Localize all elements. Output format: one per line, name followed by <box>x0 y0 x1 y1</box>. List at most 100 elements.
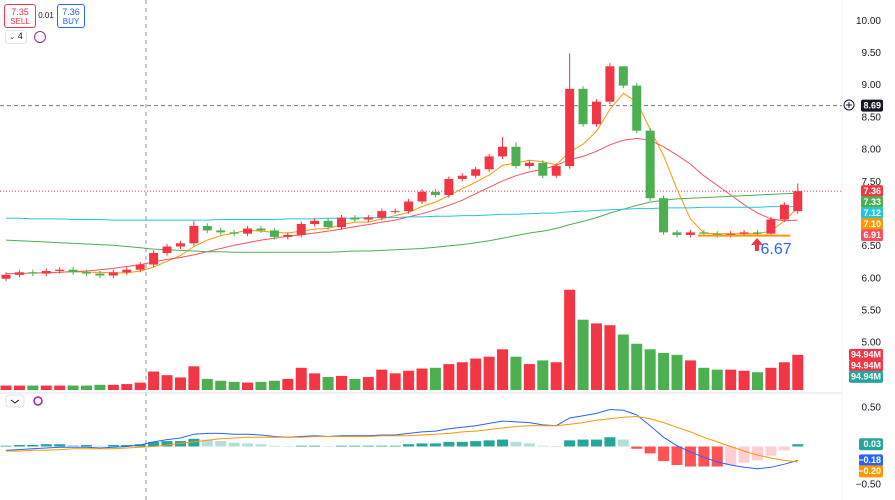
volume-bar <box>295 367 307 390</box>
candle-body <box>524 162 534 167</box>
candle-body <box>551 166 561 176</box>
candle-body <box>135 264 145 270</box>
y-tick-label: 9.00 <box>862 80 882 91</box>
plus-icon[interactable] <box>843 99 855 111</box>
macd-line <box>6 415 798 463</box>
volume-bar <box>268 380 280 390</box>
histogram-bar <box>765 446 777 456</box>
price-tag-bg <box>861 218 883 231</box>
volume-bar <box>590 323 602 390</box>
candle-body <box>699 232 709 234</box>
volume-bar <box>282 378 294 390</box>
candle-body <box>269 230 279 237</box>
y-tick-label: 9.50 <box>862 48 882 59</box>
volume-bar <box>577 319 589 390</box>
histogram-bar <box>215 441 227 447</box>
histogram-bar <box>470 441 482 447</box>
volume-bar <box>94 384 106 390</box>
histogram-bar <box>349 445 361 447</box>
buy-button[interactable]: 7.36 BUY <box>57 4 85 28</box>
candle-body <box>323 220 333 228</box>
candle-body <box>565 88 575 167</box>
candle-body <box>632 85 642 131</box>
price-tag-bg <box>861 229 883 242</box>
y-tick-label: 6.00 <box>862 273 882 284</box>
price-tag-bg <box>859 438 883 451</box>
price-tag-bg <box>849 348 883 361</box>
histogram-bar <box>282 446 294 447</box>
candle-body <box>618 66 628 86</box>
histogram-bar <box>537 445 549 447</box>
price-tag-bg <box>861 196 883 209</box>
volume-bar <box>550 362 562 390</box>
volume-bar <box>188 366 200 390</box>
spread: 0.01 <box>38 11 54 20</box>
y-tick-label: 8.50 <box>862 112 882 123</box>
volume-bar <box>698 367 710 390</box>
chevron-icon <box>10 399 20 404</box>
price-tag: 6.91 <box>863 230 881 240</box>
volume-bar <box>644 349 656 390</box>
histogram-bar <box>510 441 522 447</box>
volume-bar <box>54 385 66 390</box>
histogram-bar <box>403 444 415 447</box>
y-tick-label: −0.50 <box>856 480 882 491</box>
volume-bar <box>564 289 576 390</box>
candle-body <box>578 88 588 125</box>
price-tag: −0.18 <box>858 455 881 465</box>
settings-icon[interactable] <box>34 31 46 43</box>
volume-bar <box>684 360 696 390</box>
candle-body <box>779 204 789 220</box>
collapse-button[interactable] <box>5 394 25 408</box>
histogram-bar <box>778 446 790 451</box>
candle-body <box>108 272 118 276</box>
histogram-bar <box>322 446 334 447</box>
refresh-icon[interactable] <box>33 396 43 406</box>
candle-body <box>14 272 24 275</box>
volume-bar <box>725 369 737 390</box>
volume-bar <box>658 353 670 390</box>
y-tick-label: 8.00 <box>862 145 882 156</box>
macd-line <box>5 408 798 470</box>
candle-body <box>672 232 682 235</box>
histogram-bar <box>725 446 737 465</box>
volume-bar <box>792 354 804 390</box>
price-tag-bg <box>861 207 883 220</box>
price-tag: 94.94M <box>851 372 881 382</box>
volume-bar <box>322 377 334 390</box>
chevron: ⌄ <box>9 34 16 41</box>
histogram-bar <box>631 446 643 449</box>
volume-bar <box>523 364 535 390</box>
volume-bar <box>336 375 347 390</box>
histogram-bar <box>81 444 93 447</box>
volume-bar <box>752 372 764 390</box>
histogram-bar <box>376 445 388 447</box>
volume-bar <box>107 384 119 390</box>
volume-bar <box>497 349 509 390</box>
histogram-bar <box>564 440 576 447</box>
volume-bar <box>443 364 455 390</box>
candle-body <box>229 232 239 234</box>
histogram-bar <box>604 437 616 447</box>
volume-bar <box>671 354 683 390</box>
candle-body <box>377 211 387 218</box>
volume-bar <box>429 367 441 390</box>
candle-body <box>726 233 736 235</box>
indicators-toggle[interactable]: ⌄ 4 <box>5 30 27 44</box>
candle-body <box>149 252 159 265</box>
volume-bar <box>228 381 240 390</box>
histogram-bar <box>121 444 133 447</box>
volume-bar <box>215 380 227 390</box>
sell-button[interactable]: 7.35 SELL <box>4 4 36 28</box>
price-tag: 7.12 <box>863 208 881 218</box>
y-tick-label: 7.50 <box>862 177 882 188</box>
y-tick-label: 0.50 <box>862 403 882 414</box>
histogram-bar <box>295 445 307 447</box>
volume-bar <box>778 362 790 390</box>
volume-bar <box>13 385 25 390</box>
candle-body <box>82 272 92 274</box>
histogram-bar <box>671 446 683 465</box>
candle-body <box>444 178 454 196</box>
